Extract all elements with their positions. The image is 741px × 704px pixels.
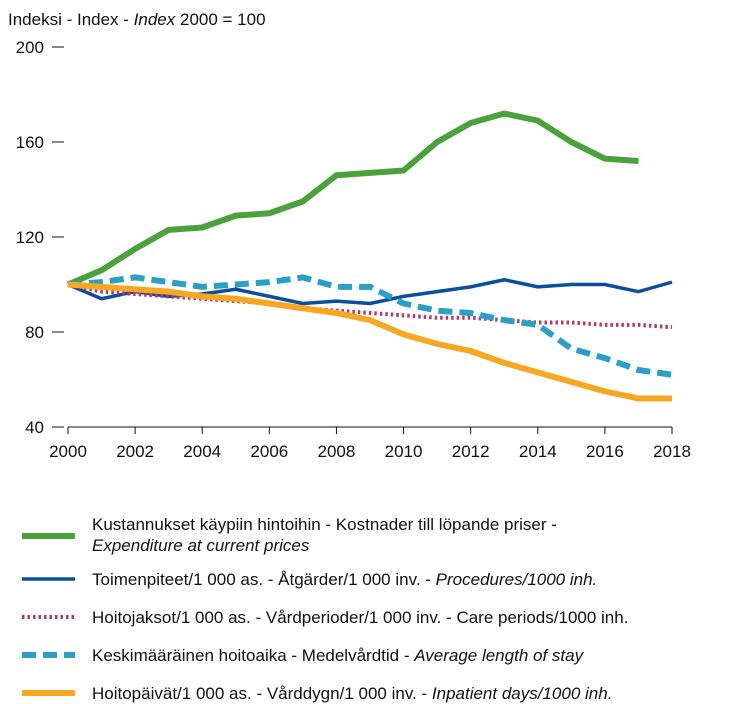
y-axis-label-part: 2000 = 100	[175, 10, 265, 29]
y-tick-label: 120	[16, 228, 44, 247]
x-tick-label: 2002	[116, 442, 154, 461]
y-axis-label: Indeksi - Index - Index 2000 = 100	[8, 10, 266, 29]
legend-label: Kustannukset käypiin hintoihin - Kostnad…	[92, 515, 557, 555]
x-tick-label: 2014	[519, 442, 557, 461]
series-line	[67, 281, 672, 402]
y-axis-label-part: Index	[134, 10, 176, 29]
series-line	[66, 110, 639, 288]
y-tick-label: 200	[16, 38, 44, 57]
legend-label: Hoitopäivät/1 000 as. - Vårddygn/1 000 i…	[92, 684, 612, 703]
x-tick-label: 2018	[653, 442, 691, 461]
x-tick-label: 2010	[385, 442, 423, 461]
x-tick-label: 2006	[250, 442, 288, 461]
series-line	[67, 282, 673, 330]
x-tick-label: 2016	[586, 442, 624, 461]
x-tick-label: 2000	[49, 442, 87, 461]
x-tick-label: 2008	[318, 442, 356, 461]
x-tick-label: 2012	[452, 442, 490, 461]
x-tick-label: 2004	[183, 442, 221, 461]
series-line	[67, 274, 673, 378]
legend-label: Toimenpiteet/1 000 as. - Åtgärder/1 000 …	[92, 570, 597, 589]
y-tick-label: 160	[16, 133, 44, 152]
legend-label: Hoitojaksot/1 000 as. - Vårdperioder/1 0…	[92, 608, 628, 627]
y-axis-label-part: Indeksi - Index -	[8, 10, 134, 29]
series-line	[67, 278, 673, 306]
y-tick-label: 80	[25, 323, 44, 342]
y-tick-label: 40	[25, 418, 44, 437]
legend-label: Keskimääräinen hoitoaika - Medelvårdtid …	[92, 646, 585, 665]
